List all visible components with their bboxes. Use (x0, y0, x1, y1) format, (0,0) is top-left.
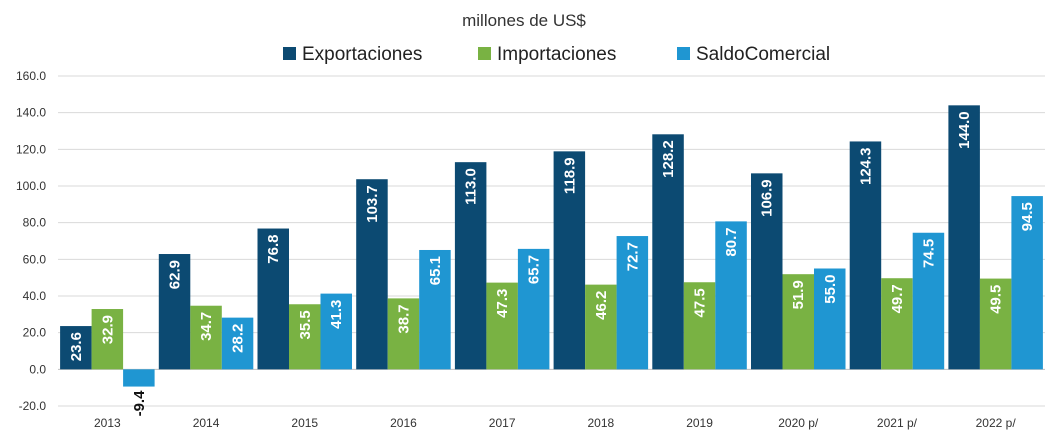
bar-2-1 (221, 317, 254, 370)
bar-value-label-1-8: 49.7 (889, 284, 906, 313)
bar-2-6 (715, 221, 747, 370)
bar-0-3 (356, 179, 388, 370)
x-tick-label-5: 2018 (587, 416, 614, 430)
y-axis: 160.0 140.0 120.0 100.0 80.0 60.0 40.0 20.0 0.0 -… (16, 69, 46, 413)
bar-2-8 (912, 232, 945, 370)
x-tick-label-4: 2017 (489, 416, 516, 430)
bar-0-4 (454, 162, 487, 370)
bar-2-0 (123, 369, 155, 387)
legend-label-2: SaldoComercial (696, 44, 830, 65)
bar-0-2 (257, 228, 289, 370)
y-tick-label-6: 40.0 (23, 289, 47, 303)
bar-value-label-2-0: -9.4 (131, 390, 148, 417)
x-axis: 2013 2014 2015 2016 2017 2018 2019 2020 p/2021 … (94, 416, 1016, 430)
bar-value-label-0-4: 113.0 (463, 168, 480, 205)
bar-value-label-1-9: 49.5 (988, 285, 1005, 314)
bar-value-label-2-3: 65.1 (427, 256, 444, 285)
bar-value-label-1-4: 47.3 (494, 289, 511, 318)
legend-label-0: Exportaciones (302, 44, 422, 65)
x-tick-label-8: 2021 p/ (877, 416, 918, 430)
bar-2-7 (814, 268, 846, 370)
x-tick-label-6: 2019 (686, 416, 713, 430)
bar-0-1 (158, 254, 191, 370)
bar-value-label-1-0: 32.9 (99, 315, 116, 344)
bar-0-6 (652, 134, 684, 370)
bar-value-label-0-7: 106.9 (759, 179, 776, 217)
bar-0-5 (553, 151, 586, 370)
bar-1-3 (387, 298, 420, 370)
bar-value-label-0-9: 144.0 (956, 111, 973, 149)
bar-value-label-0-1: 62.9 (167, 260, 184, 289)
x-tick-label-7: 2020 p/ (778, 416, 819, 430)
bar-0-9 (948, 105, 980, 370)
x-tick-label-3: 2016 (390, 416, 417, 430)
bar-value-label-2-8: 74.5 (920, 239, 937, 268)
y-tick-label-7: 20.0 (23, 326, 47, 340)
legend-swatch-0 (283, 47, 296, 60)
bar-2-4 (517, 248, 550, 370)
bars (60, 105, 1043, 387)
x-tick-label-1: 2014 (193, 416, 220, 430)
bar-value-label-1-5: 46.2 (593, 291, 610, 320)
bar-value-label-0-0: 23.6 (68, 332, 85, 361)
bar-0-8 (849, 141, 882, 370)
bar-value-label-0-8: 124.3 (857, 147, 874, 185)
x-tick-label-0: 2013 (94, 416, 121, 430)
legend-swatch-1 (478, 47, 491, 60)
bar-1-5 (585, 284, 617, 370)
bar-value-label-0-6: 128.2 (660, 140, 677, 178)
y-tick-label-3: 100.0 (16, 179, 46, 193)
y-tick-label-1: 140.0 (16, 106, 46, 120)
bar-value-label-1-6: 47.5 (692, 288, 709, 317)
bar-value-label-2-1: 28.2 (230, 324, 247, 353)
bar-value-label-0-3: 103.7 (364, 185, 381, 223)
bar-1-0 (91, 309, 124, 370)
y-tick-label-0: 160.0 (16, 69, 46, 83)
bar-2-5 (616, 236, 649, 370)
bar-0-7 (751, 173, 783, 370)
y-tick-label-2: 120.0 (16, 142, 46, 156)
bar-2-3 (419, 249, 451, 370)
bar-1-9 (979, 278, 1012, 370)
legend-swatch-2 (677, 47, 690, 60)
bar-labels: 23.6 32.9 -9.4 62.9 34.7 28.2 76.8 35.5 41.3 103.… (68, 111, 1036, 416)
legend-label-1: Importaciones (497, 44, 616, 65)
bar-value-label-0-2: 76.8 (265, 235, 282, 264)
legend: Exportaciones Importaciones SaldoComercial (283, 44, 830, 65)
bar-1-6 (683, 282, 716, 370)
y-tick-label-4: 80.0 (23, 216, 47, 230)
grid (58, 75, 1045, 407)
y-tick-label-5: 60.0 (23, 252, 47, 266)
bar-value-label-1-7: 51.9 (790, 280, 807, 309)
bar-2-2 (320, 293, 352, 370)
bar-value-label-1-1: 34.7 (198, 312, 215, 341)
y-tick-label-9: -20.0 (19, 399, 47, 413)
y-tick-label-8: 0.0 (29, 362, 46, 376)
x-tick-label-2: 2015 (291, 416, 318, 430)
bar-0-0 (60, 326, 92, 370)
bar-1-1 (190, 305, 222, 370)
bar-value-label-1-2: 35.5 (297, 310, 314, 339)
bar-2-9 (1011, 196, 1043, 370)
bar-value-label-0-5: 118.9 (561, 157, 578, 194)
bar-value-label-2-9: 94.5 (1019, 202, 1036, 231)
x-tick-label-9: 2022 p/ (976, 416, 1017, 430)
bar-value-label-2-5: 72.7 (624, 242, 641, 271)
bar-1-7 (782, 274, 814, 370)
chart-subtitle: millones de US$ (462, 11, 586, 30)
bar-1-4 (486, 282, 518, 370)
bar-1-8 (881, 278, 913, 370)
bar-value-label-2-2: 41.3 (328, 300, 345, 329)
bar-value-label-2-7: 55.0 (822, 275, 839, 304)
bar-value-label-2-4: 65.7 (526, 255, 543, 284)
bar-value-label-1-3: 38.7 (395, 304, 412, 333)
bar-1-2 (289, 304, 321, 370)
bar-value-label-2-6: 80.7 (723, 227, 740, 256)
